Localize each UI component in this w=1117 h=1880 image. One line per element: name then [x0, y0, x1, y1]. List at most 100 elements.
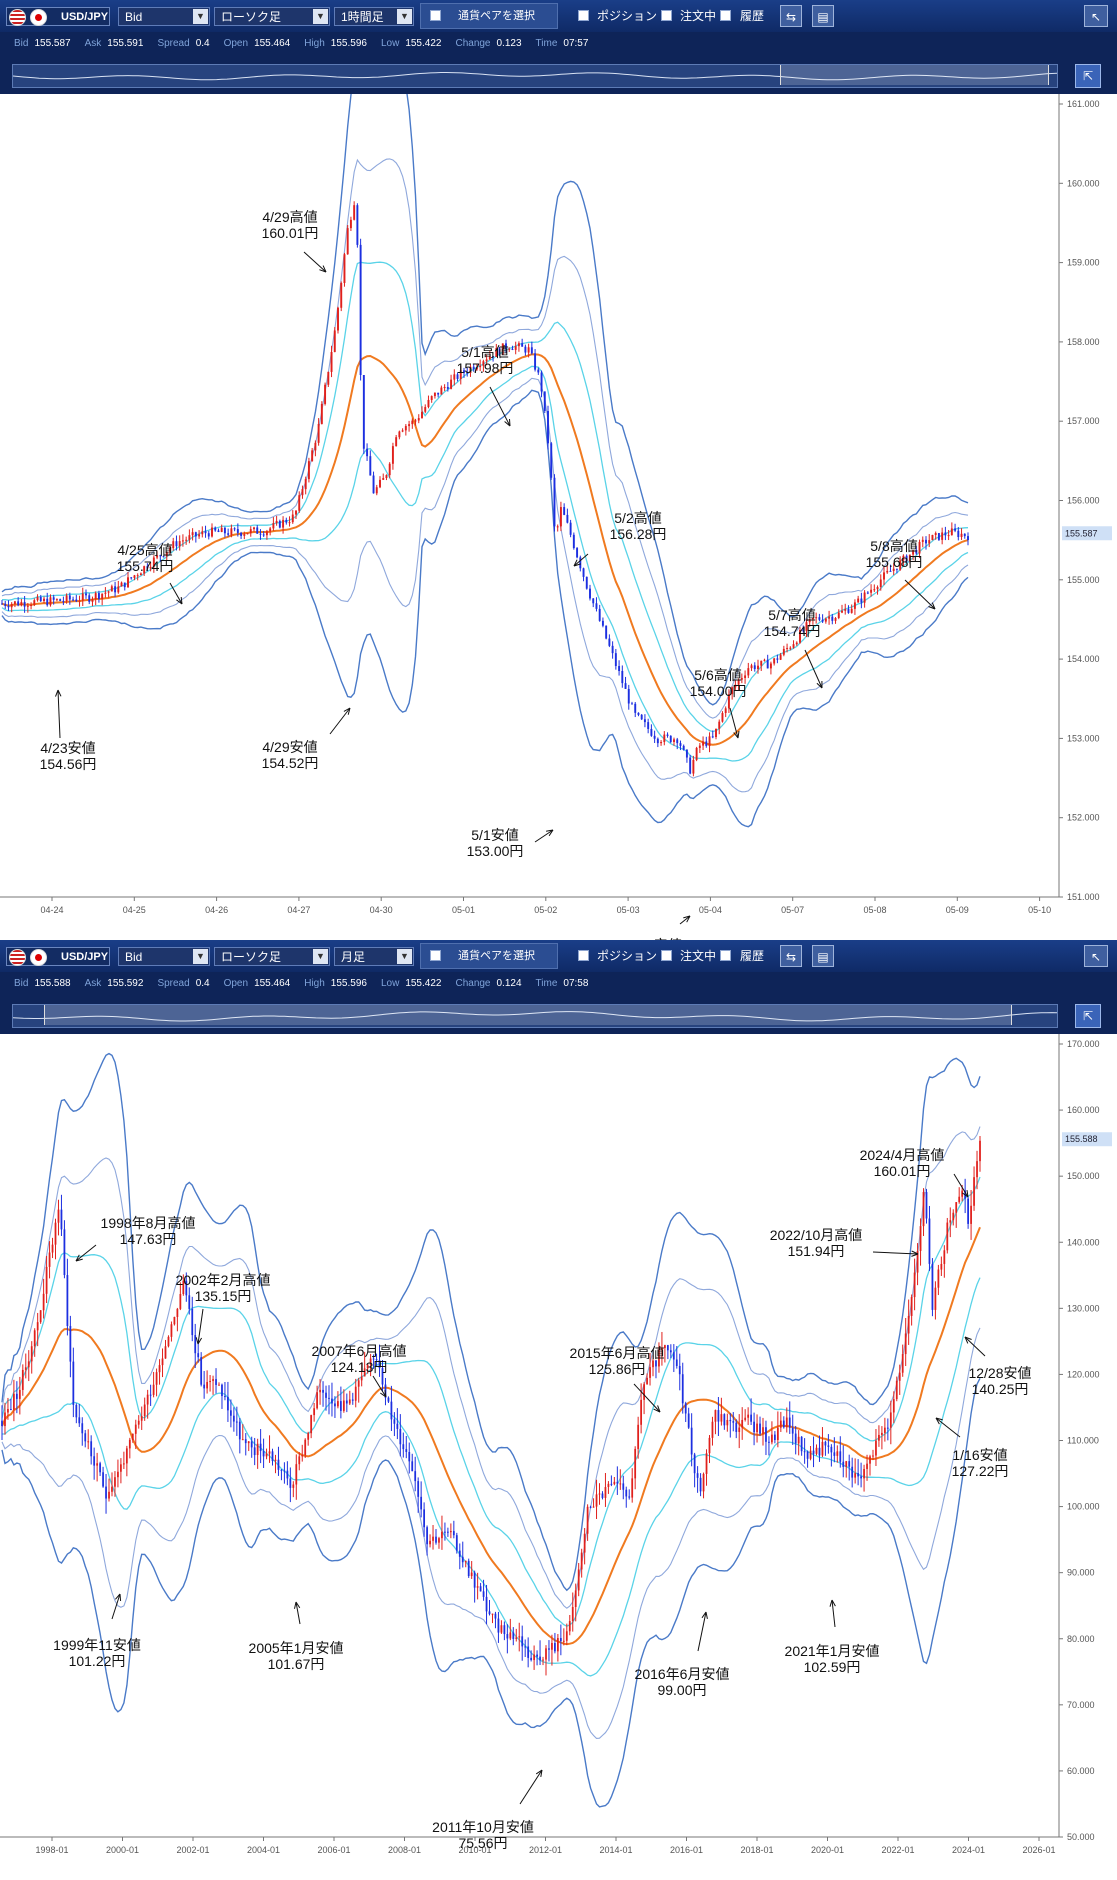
pair-select-checkbox[interactable]	[430, 950, 441, 961]
candle-body	[137, 1420, 140, 1425]
candle-body	[479, 1586, 482, 1592]
annotation-price: 147.63円	[120, 1231, 177, 1247]
period-dropdown[interactable]: 月足 ▼	[334, 947, 414, 966]
candle-body	[824, 1441, 827, 1446]
position-label[interactable]: ポジション	[597, 949, 658, 963]
candle-body	[869, 1456, 871, 1464]
candle-body	[664, 1345, 666, 1349]
y-tick-label: 152.000	[1067, 813, 1100, 823]
candle-body	[275, 520, 278, 524]
candle-body	[387, 1397, 390, 1402]
navigator-expand-icon[interactable]: ⇱	[1075, 1004, 1101, 1028]
candle-body	[854, 1473, 857, 1478]
candle-body	[830, 1446, 833, 1453]
candle-body	[886, 1427, 889, 1429]
candle-body	[54, 1222, 57, 1245]
orders-checkbox[interactable]	[661, 950, 672, 961]
price-type-dropdown[interactable]: Bid ▼	[118, 947, 210, 966]
price-type-dropdown[interactable]: Bid ▼	[118, 7, 210, 26]
indicator-list-icon[interactable]: ▤	[812, 945, 834, 967]
candle-body	[494, 1613, 497, 1619]
candle-body	[382, 478, 385, 480]
position-checkbox[interactable]	[578, 10, 589, 21]
currency-pair-label: USD/JPY	[61, 951, 109, 963]
quote-label-time: Time	[535, 38, 558, 49]
pair-select-group[interactable]	[420, 3, 558, 29]
quote-label-bid: Bid	[14, 978, 29, 989]
candle-body	[343, 254, 346, 283]
position-label[interactable]: ポジション	[597, 9, 658, 23]
orders-label[interactable]: 注文中	[680, 949, 717, 963]
collapse-arrow-icon[interactable]: ↖	[1084, 5, 1108, 27]
annotation-arrow-line	[633, 1383, 661, 1413]
candle-body	[362, 375, 365, 449]
navigator-selection-handle[interactable]	[780, 65, 1049, 85]
annotation-arrow-line	[111, 1593, 121, 1620]
candle-body	[127, 577, 129, 588]
candle-body	[191, 532, 194, 536]
candle-body	[601, 620, 604, 626]
candle-body	[569, 522, 572, 535]
y-tick-label: 159.000	[1067, 258, 1100, 268]
candle-body	[250, 1441, 253, 1448]
candle-body	[598, 1493, 601, 1495]
x-tick-label: 2004-01	[247, 1845, 280, 1855]
annotation-price: 154.74円	[764, 623, 821, 639]
annotation-label: 4/29高値	[262, 209, 317, 225]
navigator-bar: ⇱	[0, 56, 1117, 94]
position-checkbox[interactable]	[578, 950, 589, 961]
x-tick-label: 2010-01	[458, 1845, 491, 1855]
pair-select-label[interactable]: 通貨ペアを選択	[458, 950, 535, 962]
candle-body	[87, 1441, 90, 1443]
candle-body	[227, 533, 230, 535]
candle-body	[78, 600, 81, 602]
candle-body	[947, 535, 950, 537]
candle-body	[10, 1409, 12, 1411]
pair-select-group[interactable]	[420, 943, 558, 969]
chart-type-dropdown[interactable]: ローソク足 ▼	[214, 7, 330, 26]
candle-body	[762, 1427, 764, 1434]
pair-select-label[interactable]: 通貨ペアを選択	[458, 10, 535, 22]
navigator-selection-handle[interactable]	[44, 1005, 1012, 1025]
y-tick-label: 156.000	[1067, 496, 1100, 506]
history-label[interactable]: 履歴	[740, 9, 765, 23]
candle-body	[937, 1269, 940, 1288]
bollinger-band-3sigma-upper	[1, 1052, 981, 1592]
candle-body	[149, 566, 152, 569]
collapse-arrow-icon[interactable]: ↖	[1084, 945, 1108, 967]
y-tick-label: 158.000	[1067, 337, 1100, 347]
chart-type-dropdown[interactable]: ローソク足 ▼	[214, 947, 330, 966]
chart-settings-icon[interactable]: ⇆	[780, 945, 802, 967]
candle-body	[479, 365, 482, 368]
period-dropdown[interactable]: 1時間足 ▼	[334, 7, 414, 26]
candle-body	[592, 1506, 595, 1508]
navigator-expand-icon[interactable]: ⇱	[1075, 64, 1101, 88]
candle-body	[857, 598, 860, 603]
candle-body	[941, 532, 944, 540]
navigator-track[interactable]	[12, 1004, 1058, 1028]
candle-body	[818, 617, 821, 620]
indicator-list-icon[interactable]: ▤	[812, 5, 834, 27]
candle-body	[185, 539, 188, 541]
candle-body	[204, 531, 207, 534]
orders-label[interactable]: 注文中	[680, 9, 717, 23]
candle-body	[289, 1478, 292, 1488]
history-label[interactable]: 履歴	[740, 949, 765, 963]
candle-body	[511, 348, 514, 350]
hourly-candlestick-chart[interactable]: 151.000 152.000 153.000 154.000 155.000 156.0…	[0, 94, 1117, 940]
history-checkbox[interactable]	[720, 950, 731, 961]
candle-body	[97, 593, 100, 599]
monthly-candlestick-chart[interactable]: 50.000 60.000 70.000 80.000 90.000 100.000 110…	[0, 1034, 1117, 1880]
candle-body	[366, 448, 369, 457]
orders-checkbox[interactable]	[661, 10, 672, 21]
pair-select-checkbox[interactable]	[430, 10, 441, 21]
history-checkbox[interactable]	[720, 10, 731, 21]
candle-body	[766, 659, 769, 669]
candle-body	[661, 1348, 663, 1350]
candle-body	[420, 1496, 423, 1510]
chart-settings-icon[interactable]: ⇆	[780, 5, 802, 27]
candle-body	[464, 1560, 467, 1563]
navigator-track[interactable]	[12, 64, 1058, 88]
candle-body	[404, 426, 407, 431]
